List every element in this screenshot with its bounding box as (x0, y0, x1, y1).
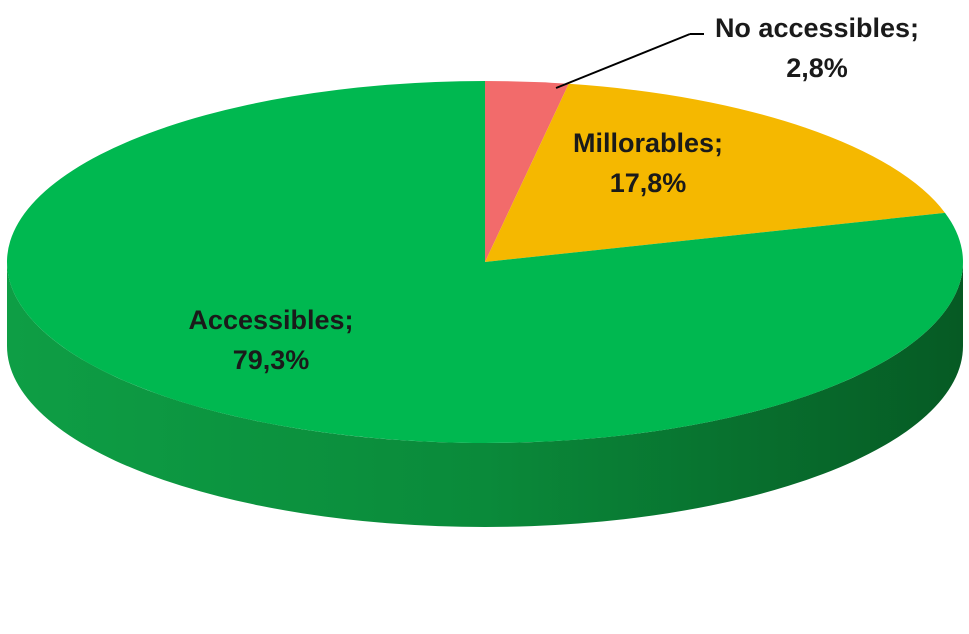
data-label-millorables-value: 17,8% (610, 168, 687, 198)
data-label-accessibles-name: Accessibles; (188, 305, 353, 335)
pie-slice-accessibles (6, 81, 964, 443)
data-label-no-accessibles-name: No accessibles; (715, 13, 919, 43)
pie-sides (7, 262, 963, 527)
data-label-millorables-name: Millorables; (573, 128, 723, 158)
leader-line-no-accessibles (555, 33, 691, 89)
data-label-accessibles-value: 79,3% (233, 345, 310, 375)
pie-slice-millorables (485, 83, 946, 262)
pie-side-accessibles (7, 262, 963, 527)
data-label-no-accessibles-value: 2,8% (786, 53, 848, 83)
pie-slice-no-accessibles (485, 81, 569, 262)
pie-slices (6, 81, 964, 443)
